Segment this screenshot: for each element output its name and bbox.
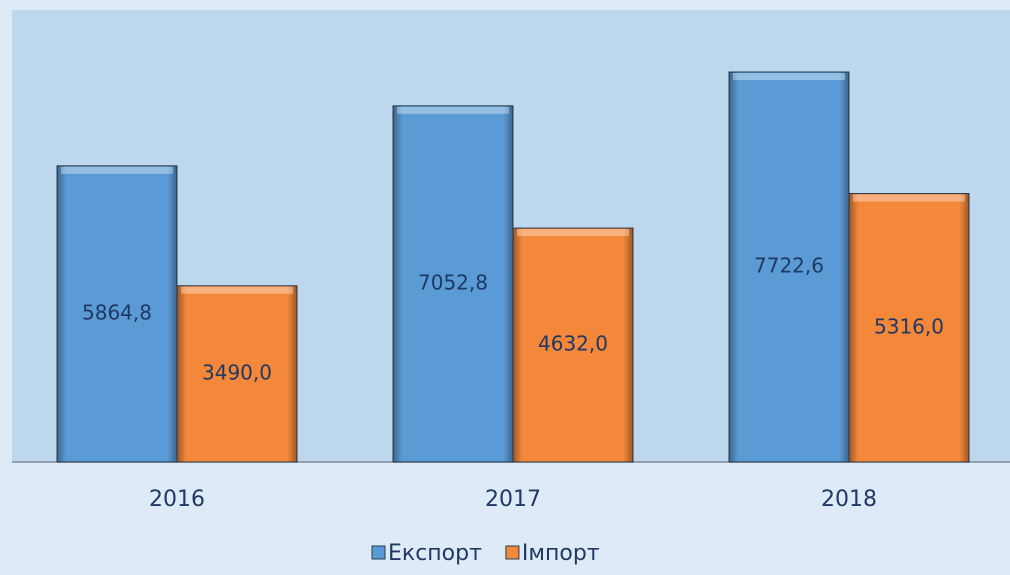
legend-swatch: [505, 545, 520, 560]
bar-shade: [849, 193, 969, 462]
bar-top: [853, 194, 965, 202]
bar-top: [517, 229, 629, 237]
legend-label: Експорт: [388, 541, 482, 566]
value-label: 4632,0: [538, 332, 608, 356]
bar-shade: [729, 72, 849, 462]
bar-top: [397, 106, 509, 114]
bar-top: [181, 286, 293, 294]
x-tick-label: 2017: [485, 487, 541, 512]
value-label: 5316,0: [874, 314, 944, 338]
value-label: 3490,0: [202, 360, 272, 384]
legend-swatch: [371, 545, 386, 560]
bar-top: [61, 166, 173, 174]
value-label: 7722,6: [754, 254, 824, 278]
bar-top: [733, 73, 845, 80]
bar-shade: [513, 228, 633, 462]
x-tick-label: 2018: [821, 487, 877, 512]
bar-shade: [177, 285, 297, 462]
bar-shade: [393, 105, 513, 462]
legend-label: Імпорт: [522, 541, 600, 566]
value-label: 5864,8: [82, 300, 152, 324]
bar-shade: [57, 165, 177, 463]
value-label: 7052,8: [418, 270, 488, 294]
x-tick-label: 2016: [149, 487, 205, 512]
